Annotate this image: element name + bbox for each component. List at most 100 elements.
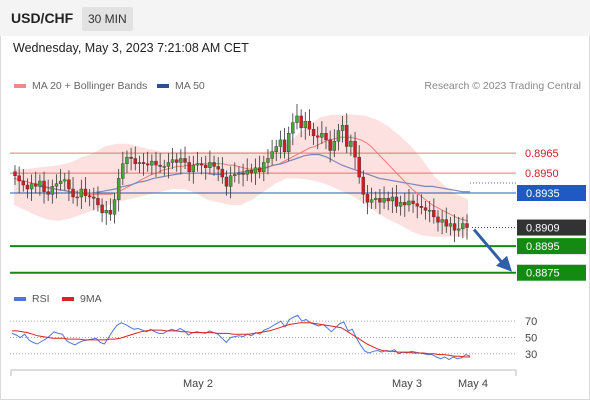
- candle: [212, 155, 216, 176]
- candle: [448, 216, 453, 236]
- candle-body: [332, 140, 337, 151]
- candle: [96, 186, 100, 212]
- candle-body: [46, 191, 50, 195]
- candle: [79, 179, 84, 209]
- forecast-arrow-shaft: [472, 228, 505, 265]
- candle: [179, 149, 183, 175]
- candle: [162, 159, 166, 176]
- candle: [50, 179, 55, 204]
- candle-body: [427, 210, 432, 212]
- candle-body: [137, 162, 142, 164]
- candle: [241, 163, 245, 187]
- candle-body: [461, 223, 465, 230]
- candle: [262, 155, 266, 182]
- candle-body: [179, 158, 183, 163]
- candle-body: [245, 170, 249, 175]
- candle: [274, 139, 278, 162]
- legend-ma50-label: MA 50: [175, 80, 205, 92]
- candle-body: [369, 199, 374, 203]
- candle: [457, 216, 461, 237]
- candle-body: [353, 140, 357, 158]
- candle-body: [357, 156, 361, 178]
- candle: [175, 153, 179, 172]
- candle: [216, 157, 220, 182]
- candle-body: [199, 163, 204, 166]
- pivot-tag: [517, 185, 586, 201]
- symbol-label: USD/CHF: [11, 10, 74, 26]
- candle: [436, 210, 440, 232]
- chart-header: USD/CHF 30 MIN: [0, 0, 590, 36]
- time-axis: May 2 May 3 May 4: [10, 369, 517, 390]
- ma20-swatch: [14, 84, 26, 88]
- candle-body: [54, 183, 59, 187]
- candle-body: [145, 163, 150, 166]
- candle-body: [92, 196, 96, 199]
- candle-body: [154, 160, 158, 166]
- candle: [154, 151, 158, 178]
- candle: [245, 158, 249, 182]
- candle-body: [349, 140, 353, 147]
- level-lines-layer: [10, 152, 516, 274]
- candle-body: [266, 158, 270, 163]
- candle: [465, 214, 469, 240]
- candle: [328, 130, 332, 163]
- forecast-arrow-head: [496, 255, 512, 272]
- candle-body: [58, 180, 63, 184]
- candle: [419, 194, 424, 215]
- ma9-swatch: [62, 297, 74, 301]
- candle: [324, 126, 328, 150]
- candle: [365, 185, 370, 215]
- candle: [378, 189, 382, 215]
- candle: [307, 109, 312, 136]
- candle: [336, 123, 341, 151]
- legend-ma50: MA 50: [157, 80, 205, 92]
- candle: [291, 113, 295, 146]
- candle: [34, 171, 38, 193]
- current-price-tag: [517, 219, 586, 236]
- candle: [228, 166, 233, 199]
- candle-body: [195, 163, 200, 166]
- candle-body: [374, 198, 378, 200]
- candle: [21, 169, 25, 192]
- current-price-label: 0.8909: [526, 223, 560, 235]
- candle-body: [29, 183, 34, 190]
- candle: [63, 173, 67, 191]
- candle-body: [365, 194, 370, 203]
- candle-body: [71, 188, 75, 198]
- candle: [38, 174, 42, 196]
- price-tags-layer: 0.8965 0.8950 0.8935 0.8909 0.8895 0.8875: [517, 148, 586, 281]
- candle-body: [129, 156, 133, 159]
- forecast-arrow-layer: [472, 228, 512, 272]
- legend-rsi: RSI: [14, 293, 50, 305]
- candle-body: [38, 180, 42, 187]
- interval-badge[interactable]: 30 MIN: [82, 7, 133, 31]
- candle-body: [282, 139, 287, 153]
- candle: [199, 157, 204, 175]
- candle: [303, 111, 307, 140]
- candle: [361, 170, 366, 204]
- candle: [71, 177, 75, 204]
- candle-body: [432, 210, 436, 218]
- candle: [158, 153, 162, 174]
- candle-body: [141, 162, 146, 164]
- candle: [58, 169, 63, 191]
- resistance-label: 0.8950: [525, 168, 559, 180]
- candle-body: [96, 198, 100, 206]
- candle: [270, 139, 274, 166]
- candle: [29, 174, 34, 201]
- candle: [137, 155, 142, 174]
- candle: [390, 187, 395, 213]
- candle-body: [436, 216, 440, 223]
- candle-body: [204, 164, 208, 168]
- candle-body: [361, 176, 366, 195]
- candle-body: [241, 172, 245, 175]
- candle: [104, 200, 108, 225]
- candle: [403, 193, 407, 217]
- candle-body: [21, 180, 25, 186]
- candle-body: [423, 207, 428, 211]
- candle: [141, 153, 146, 176]
- candle: [382, 186, 386, 209]
- candle-body: [187, 162, 191, 172]
- candle: [108, 198, 113, 221]
- candle: [42, 171, 46, 204]
